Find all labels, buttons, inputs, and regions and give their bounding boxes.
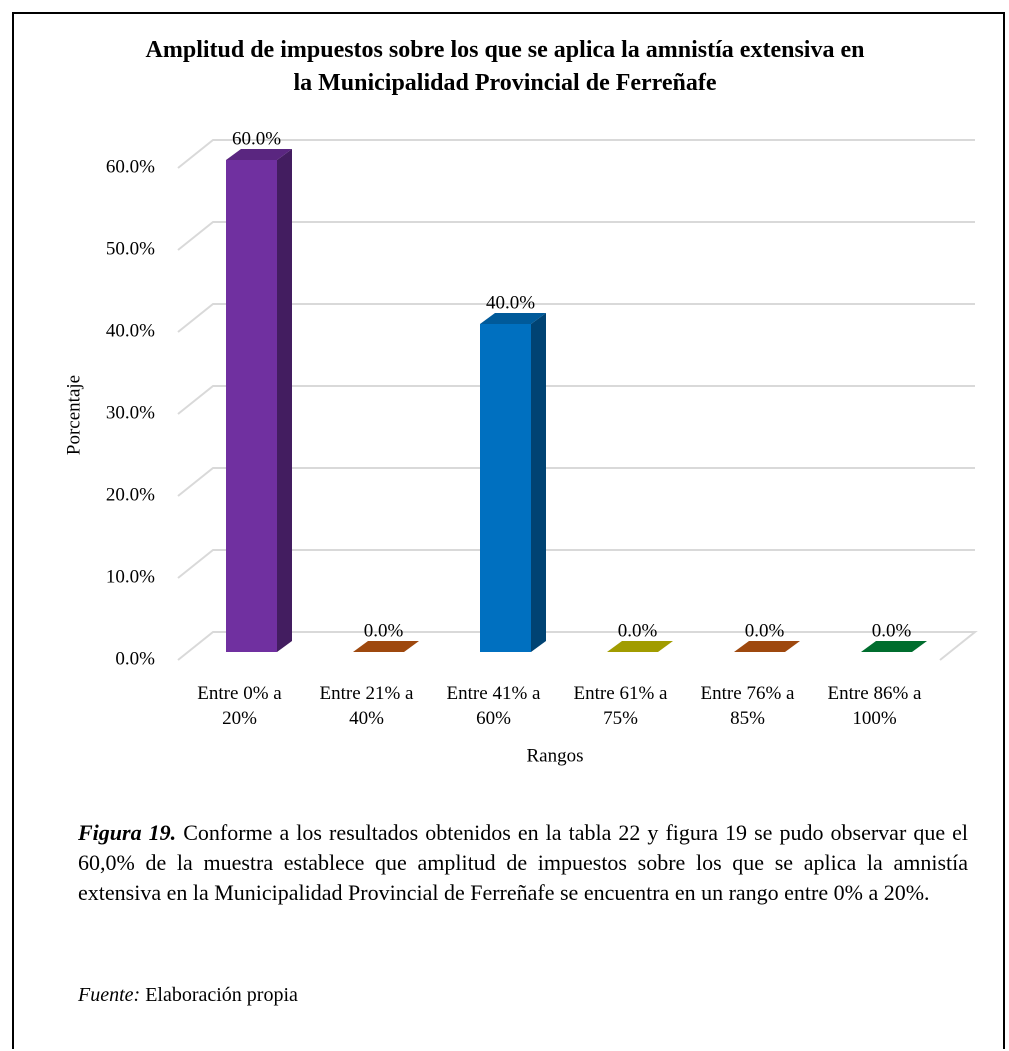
y-tick-label: 50.0% xyxy=(106,238,155,259)
grid-line xyxy=(177,549,975,579)
bar xyxy=(734,641,800,652)
source-text: Elaboración propia xyxy=(145,984,298,1006)
data-label: 0.0% xyxy=(618,620,658,641)
bar-face xyxy=(480,324,531,652)
y-tick-label: 30.0% xyxy=(106,402,155,423)
grid-line xyxy=(177,385,975,415)
bar xyxy=(480,313,546,652)
bar xyxy=(861,641,927,652)
x-tick-label: Entre 0% a 20% xyxy=(197,683,282,729)
y-tick-label: 10.0% xyxy=(106,566,155,587)
source-label: Fuente: xyxy=(78,984,141,1006)
y-tick-label: 0.0% xyxy=(115,648,155,669)
caption-label: Figura 19. xyxy=(78,820,177,845)
bar xyxy=(226,149,292,652)
x-tick-label: Entre 76% a 85% xyxy=(700,683,795,729)
grid-line xyxy=(177,467,975,497)
data-label: 60.0% xyxy=(232,128,281,149)
y-axis-label: Porcentaje xyxy=(63,375,84,455)
bar-face xyxy=(480,313,546,324)
x-tick-label: Entre 86% a 100% xyxy=(827,683,922,729)
bar xyxy=(607,641,673,652)
y-tick-label: 40.0% xyxy=(106,320,155,341)
chart-title: Amplitud de impuestos sobre los que se a… xyxy=(145,37,865,96)
bar-face xyxy=(861,641,927,652)
grid-line xyxy=(177,221,975,251)
bar-face xyxy=(226,160,277,652)
bar-face xyxy=(734,641,800,652)
grid-line xyxy=(177,631,978,661)
data-label: 0.0% xyxy=(872,620,912,641)
bar-face xyxy=(607,641,673,652)
y-tick-label: 60.0% xyxy=(106,156,155,177)
bar-face xyxy=(353,641,419,652)
x-tick-label: Entre 21% a 40% xyxy=(319,683,414,729)
x-tick-label: Entre 41% a 60% xyxy=(446,683,541,729)
y-tick-label: 20.0% xyxy=(106,484,155,505)
data-label: 0.0% xyxy=(745,620,785,641)
bar-face xyxy=(226,149,292,160)
x-tick-label: Entre 61% a 75% xyxy=(573,683,668,729)
caption-text: Conforme a los resultados obtenidos en l… xyxy=(78,820,969,905)
source: Fuente: Elaboración propia xyxy=(78,984,298,1007)
data-label: 0.0% xyxy=(364,620,404,641)
bar-face xyxy=(277,149,292,652)
frame xyxy=(12,12,1005,1049)
bar-face xyxy=(531,313,546,652)
caption: Figura 19. Conforme a los resultados obt… xyxy=(78,818,968,908)
grid-line xyxy=(177,303,975,333)
data-label: 40.0% xyxy=(486,292,535,313)
grid-line xyxy=(177,139,975,169)
x-axis-label: Rangos xyxy=(527,745,584,766)
bar xyxy=(353,641,419,652)
